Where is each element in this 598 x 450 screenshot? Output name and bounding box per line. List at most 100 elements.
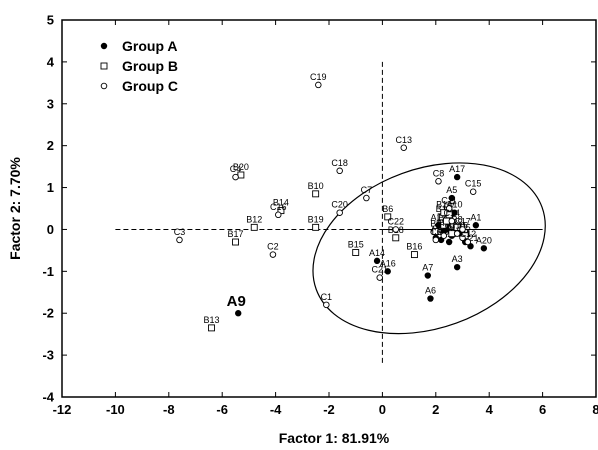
series-group-c: C1C2C3C4C5C6C7C8C9C10C11C12C13C14C15C16C… (174, 72, 482, 309)
point-label-b13: B13 (204, 315, 220, 325)
point-label-b19: B19 (308, 214, 324, 224)
point-label-b17: B17 (228, 229, 244, 239)
x-tick-label: -12 (53, 402, 72, 417)
point-c13 (400, 144, 408, 152)
x-axis-title: Factor 1: 81.91% (279, 430, 390, 446)
legend-marker-group-a (100, 42, 108, 50)
point-label-a20: A20 (476, 235, 492, 245)
point-label-c9: C9 (438, 223, 450, 233)
y-axis-title: Factor 2: 7.70% (7, 157, 23, 260)
point-c2 (269, 251, 277, 258)
point-a20 (480, 245, 488, 252)
point-label-c18: C18 (331, 158, 348, 168)
point-label-b16: B16 (406, 242, 422, 252)
x-tick-label: 2 (432, 402, 439, 417)
point-b10 (312, 190, 320, 198)
point-a16 (384, 268, 391, 275)
legend-label-group-a: Group A (122, 38, 177, 54)
x-tick-label: 8 (592, 402, 598, 417)
point-label-c2: C2 (267, 242, 279, 252)
point-b17 (232, 238, 240, 246)
point-label-c8: C8 (433, 168, 445, 178)
point-a9 (235, 310, 242, 317)
point-label-c15: C15 (465, 179, 482, 189)
point-c8 (435, 178, 442, 185)
point-label-c19: C19 (310, 72, 327, 82)
point-label-c16: C16 (270, 202, 287, 212)
point-label-b15: B15 (348, 239, 364, 249)
y-tick-label: -2 (42, 306, 54, 321)
point-label-c7: C7 (361, 185, 373, 195)
point-label-a10: A10 (446, 200, 462, 210)
point-c11 (445, 205, 453, 212)
point-a1 (472, 222, 480, 229)
y-tick-label: 4 (47, 54, 55, 69)
legend: Group A Group B Group C (100, 38, 178, 94)
point-c14 (448, 217, 456, 225)
point-label-a5: A5 (446, 185, 457, 195)
point-label-a14: A14 (369, 248, 385, 258)
point-a7 (424, 272, 431, 279)
point-label-b14: B14 (273, 198, 289, 208)
point-label-c14: C14 (444, 208, 461, 218)
y-tick-label: -3 (42, 348, 54, 363)
point-label-b8: B8 (452, 214, 463, 224)
point-c5 (459, 234, 466, 242)
point-label-a17: A17 (449, 164, 465, 174)
data-points: A1A2A3A4A5A6A7A8A9A10A11A12A13A14A15A16A… (174, 72, 492, 332)
point-c21 (376, 274, 383, 281)
point-c22 (392, 226, 400, 233)
point-b11 (440, 209, 448, 217)
x-tick-label: 4 (486, 402, 494, 417)
point-label-c20: C20 (331, 200, 348, 210)
point-label-a7: A7 (422, 263, 433, 273)
point-label-c22: C22 (387, 216, 404, 226)
point-label-b1: B1 (436, 204, 447, 214)
point-label-c6: C6 (430, 227, 442, 237)
y-tick-label: 5 (47, 13, 54, 28)
point-b13 (208, 324, 215, 332)
point-b19 (312, 223, 320, 231)
point-c4 (232, 173, 239, 181)
point-c16 (275, 211, 282, 219)
point-label-a3: A3 (452, 254, 463, 264)
point-b15 (352, 249, 360, 256)
point-a14 (373, 257, 381, 265)
y-tick-label: -1 (42, 264, 54, 279)
point-c9 (440, 232, 448, 239)
point-label-a9: A9 (227, 293, 246, 310)
confidence-ellipse-layer (312, 162, 546, 335)
confidence-ellipse (312, 162, 546, 335)
legend-marker-group-b (100, 62, 108, 70)
point-label-a19: A19 (433, 227, 449, 237)
point-label-a6: A6 (425, 286, 436, 296)
point-label-b20: B20 (233, 162, 249, 172)
series-group-b: B1B2B3B4B5B6B7B8B9B10B11B12B13B14B15B16B… (204, 162, 471, 332)
point-c1 (323, 301, 330, 309)
x-tick-label: 6 (539, 402, 546, 417)
point-c7 (363, 194, 370, 202)
point-b9 (432, 228, 440, 235)
y-tick-label: 1 (47, 180, 54, 195)
point-label-b12: B12 (246, 214, 262, 224)
point-c12 (464, 238, 472, 246)
legend-marker-group-c (100, 82, 108, 90)
point-c20 (336, 209, 343, 216)
point-label-c17: C17 (454, 216, 471, 226)
point-c17 (459, 226, 466, 233)
point-a17 (453, 173, 461, 181)
x-tick-label: -4 (270, 402, 282, 417)
point-label-a16: A16 (380, 258, 396, 268)
point-b16 (410, 251, 418, 259)
point-c15 (469, 188, 477, 195)
point-label-c4: C4 (230, 164, 242, 174)
y-tick-label: 2 (47, 138, 54, 153)
point-c19 (315, 81, 322, 89)
point-label-b10: B10 (308, 181, 324, 191)
point-a13 (445, 238, 453, 246)
point-label-c12: C12 (460, 229, 477, 239)
point-label-c1: C1 (321, 292, 333, 302)
x-tick-label: -2 (323, 402, 335, 417)
point-b12 (250, 223, 258, 231)
